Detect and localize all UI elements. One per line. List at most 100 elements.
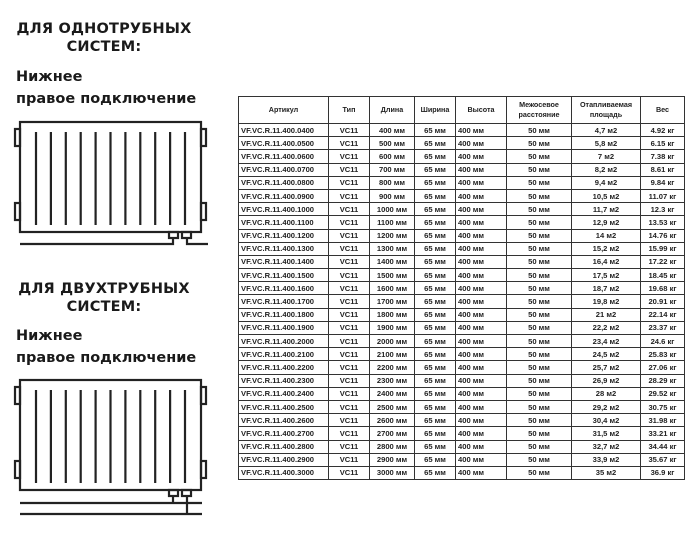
- table-cell: 50 мм: [506, 452, 572, 467]
- table-row: VF.VC.R.11.400.0800 VC11 800 мм 65 мм 400 мм…: [238, 175, 685, 190]
- heading-line: СИСТЕМ:: [66, 39, 142, 55]
- table-row: VF.VC.R.11.400.1400 VC11 1400 мм 65 мм 400 м…: [238, 254, 685, 270]
- table-cell: 9,4 м2: [571, 175, 641, 190]
- table-cell: 1200 мм: [369, 228, 415, 243]
- table-cell: 4,7 м2: [571, 122, 641, 138]
- table-cell: 65 мм: [414, 465, 456, 481]
- table-cell: 32,7 м2: [571, 439, 641, 454]
- table-cell: 14.76 кг: [640, 228, 685, 243]
- table-cell: VF.VC.R.11.400.1100: [238, 215, 329, 230]
- table-cell: 50 мм: [506, 320, 572, 336]
- table-cell: 2300 мм: [369, 373, 415, 388]
- table-cell: VF.VC.R.11.400.2600: [238, 413, 329, 428]
- table-cell: 29.52 кг: [640, 386, 685, 401]
- table-row: VF.VC.R.11.400.3000 VC11 3000 мм 65 мм 400 м…: [238, 465, 685, 481]
- table-cell: 2600 мм: [369, 413, 415, 428]
- radiator-body: [18, 378, 203, 492]
- table-cell: 65 мм: [414, 360, 456, 375]
- table-cell: 400 мм: [455, 136, 507, 151]
- table-cell: 65 мм: [414, 136, 456, 151]
- table-cell: 400 мм: [455, 162, 507, 177]
- table-cell: 400 мм: [455, 373, 507, 388]
- bracket: [13, 127, 22, 148]
- table-cell: 36.9 кг: [640, 465, 685, 481]
- table-cell: 1700 мм: [369, 294, 415, 309]
- column-header: Отапливаемая площадь: [571, 96, 641, 124]
- table-cell: 50 мм: [506, 439, 572, 454]
- table-cell: VF.VC.R.11.400.1500: [238, 268, 329, 283]
- table-row: VF.VC.R.11.400.2700 VC11 2700 мм 65 мм 400 м…: [238, 426, 685, 441]
- table-cell: 3000 мм: [369, 465, 415, 481]
- table-cell: 1300 мм: [369, 241, 415, 256]
- table-cell: 65 мм: [414, 228, 456, 243]
- table-cell: 65 мм: [414, 268, 456, 283]
- table-cell: VC11: [328, 162, 370, 177]
- table-cell: 33.21 кг: [640, 426, 685, 441]
- connection-line: Нижнее: [16, 328, 83, 344]
- table-cell: VC11: [328, 465, 370, 481]
- table-cell: VC11: [328, 175, 370, 190]
- pipe: [20, 238, 175, 246]
- table-cell: 50 мм: [506, 465, 572, 481]
- table-cell: 8,2 м2: [571, 162, 641, 177]
- table-cell: 900 мм: [369, 188, 415, 204]
- table-cell: 50 мм: [506, 149, 572, 164]
- bracket: [13, 459, 22, 480]
- table-cell: 400 мм: [455, 439, 507, 454]
- table-cell: 14 м2: [571, 228, 641, 243]
- table-cell: VC11: [328, 439, 370, 454]
- table-cell: 400 мм: [455, 452, 507, 467]
- table-cell: 13.53 кг: [640, 215, 685, 230]
- table-cell: VF.VC.R.11.400.2100: [238, 347, 329, 362]
- table-cell: VF.VC.R.11.400.0900: [238, 188, 329, 204]
- table-cell: 2200 мм: [369, 360, 415, 375]
- single-pipe-connection: Нижнее правое подключение: [16, 66, 196, 110]
- table-cell: 16,4 м2: [571, 254, 641, 270]
- table-cell: VF.VC.R.11.400.1600: [238, 281, 329, 296]
- table-cell: 50 мм: [506, 122, 572, 138]
- table-cell: 400 мм: [455, 202, 507, 217]
- table-cell: 50 мм: [506, 294, 572, 309]
- table-cell: VF.VC.R.11.400.0700: [238, 162, 329, 177]
- table-cell: VC11: [328, 215, 370, 230]
- table-cell: 28.29 кг: [640, 373, 685, 388]
- table-cell: VC11: [328, 294, 370, 309]
- table-cell: VF.VC.R.11.400.2400: [238, 386, 329, 401]
- table-row: VF.VC.R.11.400.2900 VC11 2900 мм 65 мм 400 м…: [238, 452, 685, 467]
- table-cell: 19.68 кг: [640, 281, 685, 296]
- table-cell: 2100 мм: [369, 347, 415, 362]
- table-cell: 400 мм: [455, 413, 507, 428]
- table-cell: 15.99 кг: [640, 241, 685, 256]
- table-cell: 50 мм: [506, 386, 572, 401]
- table-cell: 11.07 кг: [640, 188, 685, 204]
- table-cell: 7 м2: [571, 149, 641, 164]
- table-row: VF.VC.R.11.400.2400 VC11 2400 мм 65 мм 400 м…: [238, 386, 685, 401]
- table-cell: 1400 мм: [369, 254, 415, 270]
- table-row: VF.VC.R.11.400.2300 VC11 2300 мм 65 мм 400 м…: [238, 373, 685, 388]
- table-cell: 65 мм: [414, 307, 456, 322]
- table-cell: 600 мм: [369, 149, 415, 164]
- table-cell: 1600 мм: [369, 281, 415, 296]
- table-cell: VF.VC.R.11.400.1900: [238, 320, 329, 336]
- table-row: VF.VC.R.11.400.1200 VC11 1200 мм 65 мм 400 м…: [238, 228, 685, 243]
- table-cell: 27.06 кг: [640, 360, 685, 375]
- table-cell: VC11: [328, 386, 370, 401]
- table-cell: VC11: [328, 202, 370, 217]
- table-cell: 22,2 м2: [571, 320, 641, 336]
- table-cell: 34.44 кг: [640, 439, 685, 454]
- radiator-body: [18, 120, 203, 234]
- table-cell: 50 мм: [506, 281, 572, 296]
- table-cell: 65 мм: [414, 202, 456, 217]
- table-cell: 24,5 м2: [571, 347, 641, 362]
- table-cell: VC11: [328, 188, 370, 204]
- table-row: VF.VC.R.11.400.2000 VC11 2000 мм 65 мм 400 м…: [238, 333, 685, 349]
- table-cell: 2900 мм: [369, 452, 415, 467]
- column-header: Высота: [455, 96, 507, 124]
- table-cell: VC11: [328, 136, 370, 151]
- table-row: VF.VC.R.11.400.0900 VC11 900 мм 65 мм 400 мм…: [238, 188, 685, 204]
- table-cell: 400 мм: [455, 347, 507, 362]
- connection-line: правое подключение: [16, 350, 197, 366]
- table-cell: 23,4 м2: [571, 333, 641, 349]
- table-cell: 2800 мм: [369, 439, 415, 454]
- table-cell: 800 мм: [369, 175, 415, 190]
